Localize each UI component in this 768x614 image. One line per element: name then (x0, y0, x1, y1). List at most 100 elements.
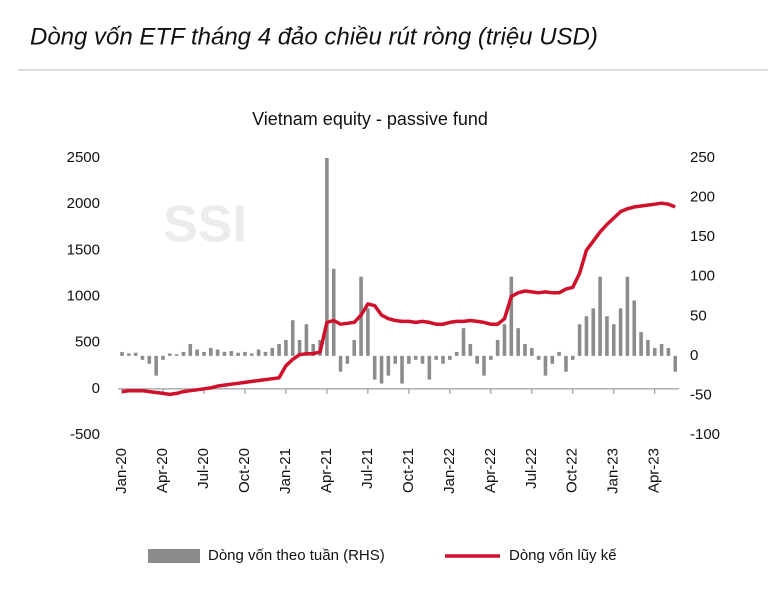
x-tick-label: Oct-20 (236, 448, 253, 493)
y-tick-label: 1000 (67, 287, 100, 304)
y-tick-label: 0 (92, 380, 100, 397)
bar (468, 343, 473, 356)
bar (277, 343, 281, 356)
bar (543, 355, 548, 376)
bar (502, 324, 507, 356)
bar (536, 355, 541, 360)
bar (618, 308, 623, 356)
bar (591, 308, 596, 356)
x-tick-label: Oct-21 (400, 448, 417, 493)
bar (263, 351, 268, 356)
bar (290, 320, 295, 356)
bar (673, 355, 678, 372)
line (121, 201, 676, 397)
bar (133, 352, 138, 356)
bar (304, 324, 309, 356)
bar (284, 340, 288, 356)
bar (188, 343, 193, 356)
bar (181, 351, 186, 356)
bar (297, 340, 302, 356)
bar (338, 355, 343, 372)
bar (345, 355, 350, 364)
bar (270, 347, 275, 356)
bar (154, 355, 158, 376)
bar (523, 343, 527, 356)
bar (413, 355, 418, 360)
bar (393, 355, 397, 364)
y2-tick-label: 250 (690, 149, 715, 166)
bar (577, 324, 582, 356)
bar (489, 355, 493, 360)
bar (208, 347, 213, 356)
bar (495, 340, 500, 356)
bar (352, 340, 357, 356)
x-tick-label: Apr-21 (318, 448, 335, 493)
bar (331, 268, 336, 356)
bar (441, 355, 445, 364)
bar (140, 355, 145, 360)
bar (605, 316, 609, 356)
y2-tick-label: -100 (690, 426, 720, 443)
x-tick-label: Jan-23 (605, 448, 622, 494)
bar (564, 355, 568, 372)
y2-tick-label: 0 (690, 347, 698, 364)
bar (557, 351, 561, 356)
bar (311, 343, 316, 356)
bar (161, 355, 165, 360)
bar (222, 351, 227, 356)
bar (427, 355, 432, 380)
bar (611, 324, 616, 356)
x-tick-label: Jul-21 (359, 448, 376, 489)
bar (420, 355, 425, 364)
bar (570, 355, 575, 360)
bar (174, 354, 179, 356)
x-tick-label: Apr-20 (154, 448, 171, 493)
bar (236, 352, 240, 356)
bar (646, 340, 650, 356)
bar (461, 328, 466, 356)
chart-subtitle: Vietnam equity - passive fund (252, 109, 488, 129)
bar (379, 355, 384, 384)
y-tick-label: 2000 (67, 195, 100, 212)
bar (229, 351, 234, 356)
legend-label: Dòng vốn lũy kế (509, 547, 617, 564)
bar (584, 316, 589, 356)
bar (475, 355, 479, 364)
bar (120, 351, 124, 356)
x-tick-label: Apr-22 (482, 448, 499, 493)
x-tick-label: Jan-20 (113, 448, 130, 494)
bar (482, 355, 486, 376)
y-tick-label: 500 (75, 334, 100, 351)
x-tick-label: Apr-23 (646, 448, 663, 493)
bar (147, 355, 152, 364)
y-tick-label: 1500 (67, 241, 100, 258)
bar (386, 355, 391, 376)
bar (448, 355, 452, 360)
x-tick-label: Jul-20 (195, 448, 212, 489)
bar (325, 158, 329, 356)
bar (195, 349, 199, 356)
y2-tick-label: 50 (690, 307, 707, 324)
x-tick-label: Oct-22 (564, 448, 581, 493)
bar (659, 343, 664, 356)
bar (127, 353, 131, 356)
y-tick-label: -500 (70, 426, 100, 443)
bar (516, 328, 520, 356)
bar (454, 351, 459, 356)
bar (598, 276, 602, 356)
bar (215, 349, 220, 356)
bar (249, 353, 254, 356)
bar (168, 353, 172, 356)
x-tick-label: Jan-22 (441, 448, 458, 494)
bar (509, 276, 514, 356)
y2-tick-label: 100 (690, 268, 715, 285)
y2-tick-label: 150 (690, 228, 715, 245)
legend-swatch (148, 549, 200, 563)
bar (407, 355, 411, 364)
x-tick-label: Jul-22 (523, 448, 540, 489)
bar (434, 355, 438, 360)
y2-tick-label: 200 (690, 189, 715, 206)
legend-label: Dòng vốn theo tuần (RHS) (208, 547, 385, 564)
bar (652, 347, 657, 356)
